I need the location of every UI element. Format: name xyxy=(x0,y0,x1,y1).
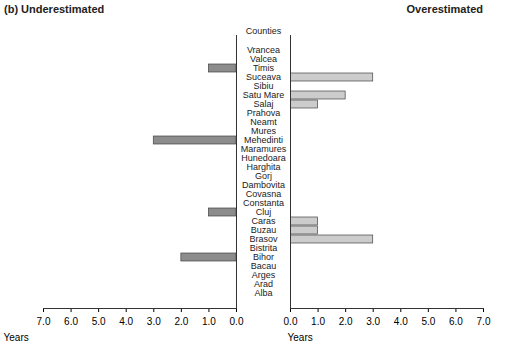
svg-text:Suceava: Suceava xyxy=(246,72,281,83)
svg-text:Bistrita: Bistrita xyxy=(249,243,278,254)
svg-text:Gorj: Gorj xyxy=(255,171,272,182)
svg-text:Buzau: Buzau xyxy=(250,225,277,236)
svg-text:Mehedinti: Mehedinti xyxy=(244,135,283,146)
svg-text:3.0: 3.0 xyxy=(366,316,380,327)
svg-text:0.0: 0.0 xyxy=(230,316,244,327)
svg-text:Bacau: Bacau xyxy=(250,261,277,272)
svg-text:Years: Years xyxy=(4,332,29,343)
svg-text:3.0: 3.0 xyxy=(147,316,161,327)
svg-text:7.0: 7.0 xyxy=(477,316,491,327)
svg-text:Constanta: Constanta xyxy=(243,198,284,209)
svg-text:1.0: 1.0 xyxy=(202,316,216,327)
svg-text:7.0: 7.0 xyxy=(37,316,51,327)
svg-text:Years: Years xyxy=(288,332,313,343)
svg-text:Covasna: Covasna xyxy=(245,189,282,200)
svg-text:Cluj: Cluj xyxy=(255,207,272,218)
svg-text:0.0: 0.0 xyxy=(284,316,298,327)
svg-text:Alba: Alba xyxy=(254,288,272,298)
svg-text:Valcea: Valcea xyxy=(250,54,277,65)
svg-text:6.0: 6.0 xyxy=(449,316,463,327)
svg-text:4.0: 4.0 xyxy=(394,316,408,327)
svg-text:Salaj: Salaj xyxy=(253,99,274,110)
svg-text:Timis: Timis xyxy=(252,63,275,74)
svg-text:4.0: 4.0 xyxy=(119,316,133,327)
svg-text:Maramures: Maramures xyxy=(240,144,287,155)
svg-text:Arad: Arad xyxy=(254,279,273,290)
svg-text:Dambovita: Dambovita xyxy=(242,180,285,191)
svg-text:Prahova: Prahova xyxy=(246,108,281,119)
svg-text:Counties: Counties xyxy=(246,26,282,36)
svg-text:Arges: Arges xyxy=(251,270,276,281)
svg-text:1.0: 1.0 xyxy=(311,316,325,327)
svg-text:6.0: 6.0 xyxy=(64,316,78,327)
svg-text:2.0: 2.0 xyxy=(174,316,188,327)
svg-text:Harghita: Harghita xyxy=(246,162,281,173)
svg-text:Vrancea: Vrancea xyxy=(246,45,281,56)
svg-text:2.0: 2.0 xyxy=(339,316,353,327)
svg-text:Mures: Mures xyxy=(251,126,276,137)
svg-text:Brasov: Brasov xyxy=(249,234,278,245)
svg-text:5.0: 5.0 xyxy=(421,316,435,327)
html-text:(b) Underestimated: (b) Underestimated xyxy=(4,3,105,15)
svg-text:Satu Mare: Satu Mare xyxy=(242,90,285,101)
svg-text:Sibiu: Sibiu xyxy=(253,81,274,92)
svg-text:Neamt: Neamt xyxy=(250,117,277,128)
html-text:Overestimated: Overestimated xyxy=(406,3,483,15)
svg-text:5.0: 5.0 xyxy=(92,316,106,327)
svg-text:Bihor: Bihor xyxy=(253,252,274,263)
svg-text:Hunedoara: Hunedoara xyxy=(241,153,286,164)
svg-text:Caras: Caras xyxy=(251,216,276,227)
